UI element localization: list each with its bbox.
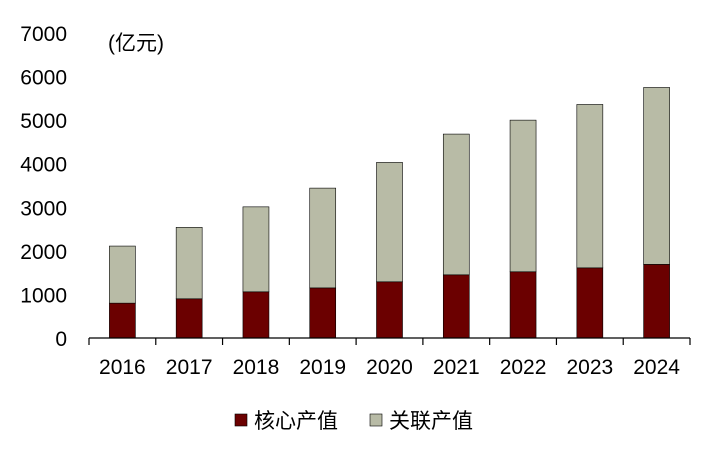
y-tick-label: 5000 [20, 110, 67, 133]
bar-segment-related [442, 133, 470, 276]
x-tick-label: 2021 [433, 356, 480, 379]
y-tick-label: 6000 [20, 67, 67, 90]
y-tick-label: 1000 [20, 284, 67, 307]
bar-segment-core [175, 298, 203, 339]
bar-segment-related [309, 187, 337, 289]
x-tick-label: 2019 [299, 356, 346, 379]
y-tick-label: 2000 [20, 241, 67, 264]
x-tick-label: 2022 [500, 356, 547, 379]
bar-segment-core [242, 291, 270, 339]
x-tick-label: 2020 [366, 356, 413, 379]
bar-segment-core [576, 267, 604, 339]
bar-segment-core [309, 287, 337, 339]
legend-label: 关联产值 [389, 409, 473, 433]
x-tick-label: 2018 [233, 356, 280, 379]
bars [109, 87, 670, 339]
x-tick-label: 2024 [633, 356, 680, 379]
bar-segment-core [109, 302, 136, 339]
y-axis-ticks: 0 1000 2000 3000 4000 5000 6000 7000 [20, 23, 67, 351]
bar-segment-core [643, 264, 670, 339]
unit-label: (亿元) [108, 32, 164, 55]
x-tick-label: 2016 [99, 356, 146, 379]
legend-swatch [234, 413, 248, 427]
bar-segment-core [509, 271, 537, 339]
bar-segment-related [576, 104, 604, 269]
y-tick-label: 7000 [20, 23, 67, 46]
bar-segment-related [509, 119, 537, 273]
legend-label: 核心产值 [254, 409, 338, 433]
y-tick-label: 4000 [20, 154, 67, 177]
x-axis-ticks [88, 338, 691, 345]
x-tick-label: 2023 [566, 356, 613, 379]
x-axis-labels: 2016 2017 2018 2019 2020 2021 2022 2023 2024 [99, 356, 680, 379]
y-tick-label: 3000 [20, 197, 67, 220]
x-tick-label: 2017 [166, 356, 213, 379]
legend-swatch [369, 413, 383, 427]
legend: 核心产值 关联产值 [234, 409, 473, 433]
bar-segment-related [109, 245, 136, 304]
bar-segment-core [442, 274, 470, 339]
bar-segment-core [376, 281, 403, 339]
bar-segment-related [643, 87, 670, 265]
y-tick-label: 0 [55, 328, 67, 351]
bar-segment-related [242, 206, 270, 293]
bar-segment-related [376, 162, 403, 283]
bar-segment-related [175, 227, 203, 300]
